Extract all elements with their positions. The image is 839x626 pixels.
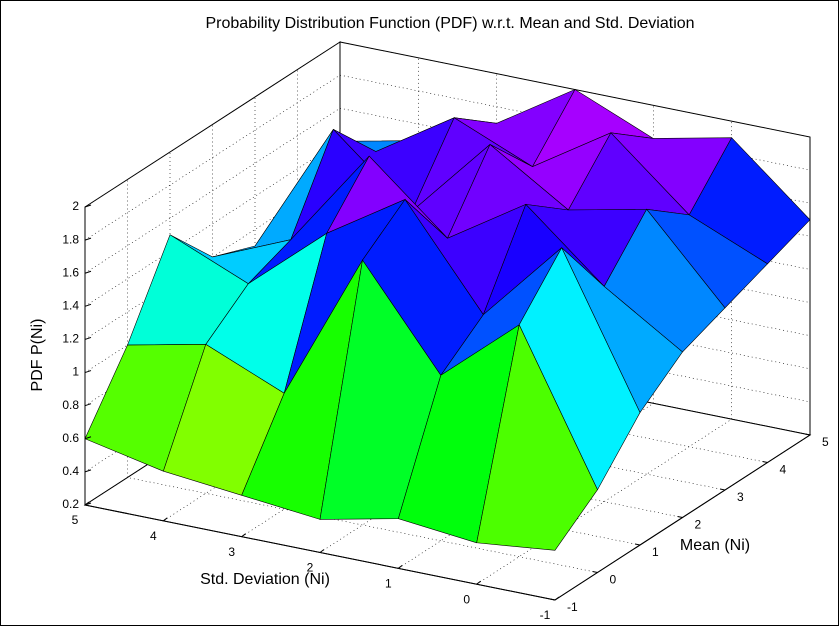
x-tick-label: -1 <box>540 608 551 622</box>
x-tick-label: 0 <box>463 592 470 606</box>
z-tick-label: 0.6 <box>62 431 79 445</box>
tick-mark <box>84 403 92 407</box>
z-tick-label: 1.6 <box>62 265 79 279</box>
tick-mark <box>762 461 768 463</box>
z-tick-label: 1.2 <box>62 332 79 346</box>
x-tick-label: 5 <box>72 513 79 527</box>
z-tick-label: 1.8 <box>62 232 79 246</box>
y-tick-label: 3 <box>737 490 744 504</box>
tick-mark <box>241 533 246 538</box>
tick-mark <box>677 516 683 518</box>
y-axis-label: Mean (Ni) <box>680 537 750 554</box>
z-tick-label: 1 <box>72 365 79 379</box>
z-tick-label: 0.4 <box>62 464 79 478</box>
tick-mark <box>592 571 598 573</box>
z-tick-label: 0.8 <box>62 398 79 412</box>
z-axis-label: PDF P(Ni) <box>29 319 46 392</box>
y-tick-label: 4 <box>780 463 787 477</box>
tick-mark <box>549 598 556 601</box>
tick-mark <box>84 501 90 506</box>
chart-title: Probability Distribution Function (PDF) … <box>205 15 694 32</box>
tick-mark <box>319 549 325 553</box>
y-tick-label: -1 <box>567 600 578 614</box>
x-tick-label: 2 <box>307 561 314 575</box>
tick-mark <box>476 580 481 585</box>
surface-patch <box>476 323 598 551</box>
tick-mark <box>634 543 641 546</box>
z-tick-label: 2 <box>72 199 79 213</box>
x-axis-label: Std. Deviation (Ni) <box>200 571 330 588</box>
tick-mark <box>84 204 92 208</box>
y-tick-label: 5 <box>822 435 829 449</box>
tick-mark <box>84 436 92 440</box>
z-tick-label: 1.4 <box>62 299 79 313</box>
x-tick-label: 4 <box>150 529 157 543</box>
tick-mark <box>84 303 92 307</box>
y-tick-label: 1 <box>652 545 659 559</box>
tick-mark <box>554 596 560 601</box>
z-tick-label: 0.2 <box>62 497 79 511</box>
x-tick-label: 1 <box>385 577 392 591</box>
tick-mark <box>84 270 92 274</box>
tick-mark <box>398 564 403 569</box>
tick-mark <box>719 488 726 491</box>
y-tick-label: 0 <box>610 573 617 587</box>
x-tick-label: 3 <box>228 545 235 559</box>
tick-mark <box>84 370 92 374</box>
tick-mark <box>84 336 92 340</box>
tick-mark <box>163 517 168 522</box>
tick-mark <box>804 433 811 436</box>
tick-mark <box>84 237 92 241</box>
tick-mark <box>84 469 92 473</box>
y-tick-label: 2 <box>695 518 702 532</box>
